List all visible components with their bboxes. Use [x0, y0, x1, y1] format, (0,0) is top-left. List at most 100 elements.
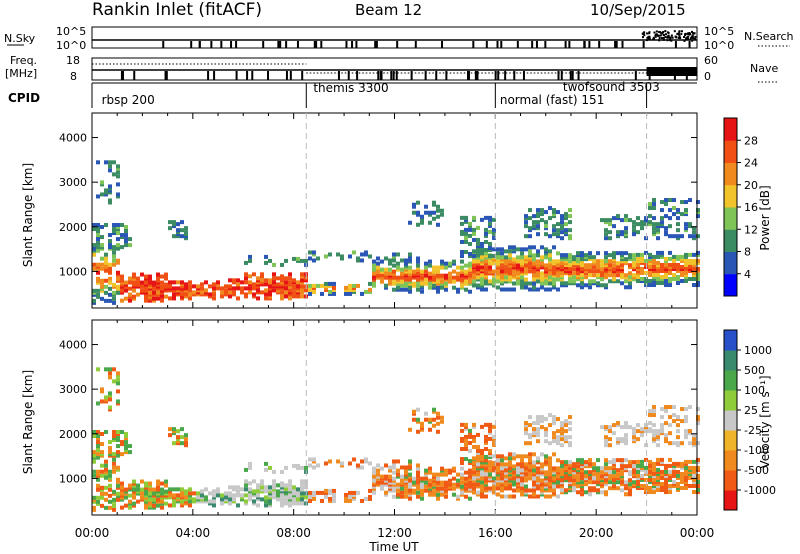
velocity-cell	[544, 454, 548, 459]
power-cell	[424, 210, 428, 215]
power-cell	[312, 285, 316, 290]
power-cell	[460, 279, 464, 284]
power-cell	[352, 289, 356, 294]
velocity-cell	[564, 462, 568, 467]
y-tick-label: 2000	[59, 428, 87, 441]
velocity-cell	[540, 472, 544, 477]
velocity-cell	[112, 436, 116, 441]
power-cell	[136, 280, 140, 285]
power-cell	[616, 265, 620, 270]
power-cell	[160, 294, 164, 299]
velocity-cell	[280, 485, 284, 490]
velocity-cell	[460, 436, 464, 441]
power-cell	[612, 279, 616, 284]
power-cell	[180, 280, 184, 285]
power-cell	[108, 268, 112, 273]
power-cell	[676, 274, 680, 279]
velocity-cell	[428, 488, 432, 493]
velocity-cell	[324, 494, 328, 499]
power-cell	[124, 284, 128, 289]
velocity-cell	[684, 407, 688, 412]
power-cell	[324, 287, 328, 292]
power-cell	[552, 208, 556, 213]
velocity-cell	[604, 470, 608, 475]
power-cell	[632, 228, 636, 233]
power-cell	[532, 257, 536, 262]
power-cell	[696, 283, 700, 288]
velocity-cell	[544, 482, 548, 487]
power-cell	[172, 294, 176, 299]
power-cell	[604, 269, 608, 274]
power-cell	[620, 273, 624, 278]
power-cell	[196, 284, 200, 289]
power-cell	[396, 281, 400, 286]
power-cell	[564, 267, 568, 272]
power-cell	[564, 212, 568, 217]
power-cell	[496, 263, 500, 268]
power-cell	[108, 168, 112, 173]
nsky-tick-bottom: 10^0	[56, 39, 86, 52]
power-cell	[512, 245, 516, 250]
velocity-cell	[696, 488, 700, 493]
velocity-cell	[572, 474, 576, 479]
velocity-cell	[544, 484, 548, 489]
velocity-cell	[656, 435, 660, 440]
velocity-cell	[432, 490, 436, 495]
power-cell	[488, 271, 492, 276]
velocity-cell	[684, 479, 688, 484]
velocity-cell	[344, 492, 348, 497]
velocity-cell	[552, 421, 556, 426]
velocity-cell	[500, 480, 504, 485]
power-cell	[696, 277, 700, 282]
velocity-cell	[372, 476, 376, 481]
power-cell	[568, 273, 572, 278]
power-cell	[172, 288, 176, 293]
power-cell	[516, 259, 520, 264]
velocity-cell	[488, 452, 492, 457]
power-cell	[148, 286, 152, 291]
power-cell	[468, 223, 472, 228]
velocity-cell	[540, 484, 544, 489]
power-cell	[180, 286, 184, 291]
velocity-cell	[468, 459, 472, 464]
velocity-cell	[108, 407, 112, 412]
velocity-cell	[312, 459, 316, 464]
velocity-cell	[412, 482, 416, 487]
velocity-cell	[628, 488, 632, 493]
power-cell	[284, 284, 288, 289]
velocity-cell	[500, 472, 504, 477]
nsky-search-dot	[666, 39, 669, 42]
velocity-cell	[416, 486, 420, 491]
power-cell	[116, 286, 120, 291]
velocity-cell	[132, 495, 136, 500]
velocity-cell	[260, 479, 264, 484]
velocity-cell	[664, 473, 668, 478]
power-cell	[544, 267, 548, 272]
power-cell	[664, 274, 668, 279]
velocity-cell	[688, 465, 692, 470]
power-cell	[508, 267, 512, 272]
power-cell	[484, 247, 488, 252]
velocity-cell	[668, 469, 672, 474]
velocity-cell	[120, 493, 124, 498]
power-cell	[540, 275, 544, 280]
velocity-cell	[372, 486, 376, 491]
velocity-cell	[520, 474, 524, 479]
velocity-cell	[504, 468, 508, 473]
velocity-cell	[652, 461, 656, 466]
velocity-cell	[260, 481, 264, 486]
power-cell	[624, 275, 628, 280]
power-cell	[680, 234, 684, 239]
power-cell	[612, 271, 616, 276]
velocity-cell	[532, 480, 536, 485]
power-cell	[576, 263, 580, 268]
power-cell	[120, 280, 124, 285]
velocity-cell	[660, 415, 664, 420]
velocity-cell	[648, 469, 652, 474]
velocity-cell	[368, 488, 372, 493]
nsky-search-dot	[655, 33, 658, 36]
power-cell	[604, 267, 608, 272]
power-cell	[504, 269, 508, 274]
velocity-cell	[680, 465, 684, 470]
